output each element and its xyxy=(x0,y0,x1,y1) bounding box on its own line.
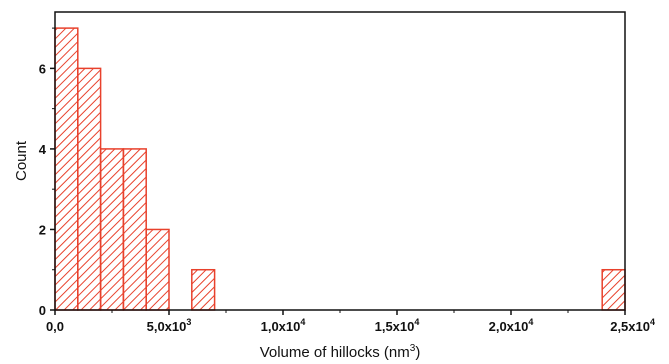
histogram-bar xyxy=(145,228,170,311)
ticks-group: 0 2 4 6 0,0 5,0x103 1,0x104 1,5x104 2,0x104 2,5x1… xyxy=(39,27,655,334)
x-axis-title-sup: 3 xyxy=(410,343,416,354)
x-axis-title: Volume of hillocks (nm3) xyxy=(260,343,421,361)
bars-group xyxy=(54,27,626,311)
y-axis-title: Count xyxy=(13,140,30,181)
y-tick-label: 4 xyxy=(39,142,47,157)
histogram-bar xyxy=(77,67,102,311)
x-tick-label: 1,0x104 xyxy=(261,317,306,334)
histogram-bar xyxy=(122,148,147,311)
x-axis-title-end: ) xyxy=(415,344,420,361)
histogram-bar xyxy=(99,148,125,311)
x-tick-label: 1,5x104 xyxy=(375,317,420,334)
y-tick-label: 2 xyxy=(39,222,46,237)
x-tick-label: 2,0x104 xyxy=(489,317,534,334)
y-tick-label: 6 xyxy=(39,61,46,76)
x-tick-label: 2,5x104 xyxy=(610,317,655,334)
histogram-bar xyxy=(601,268,626,311)
histogram-bar xyxy=(54,27,79,311)
y-tick-label: 0 xyxy=(39,303,46,318)
histogram-bar xyxy=(191,268,216,311)
x-tick-label: 0,0 xyxy=(46,319,64,334)
x-tick-label: 5,0x103 xyxy=(147,317,192,334)
x-axis-title-text: Volume of hillocks (nm xyxy=(260,344,410,361)
